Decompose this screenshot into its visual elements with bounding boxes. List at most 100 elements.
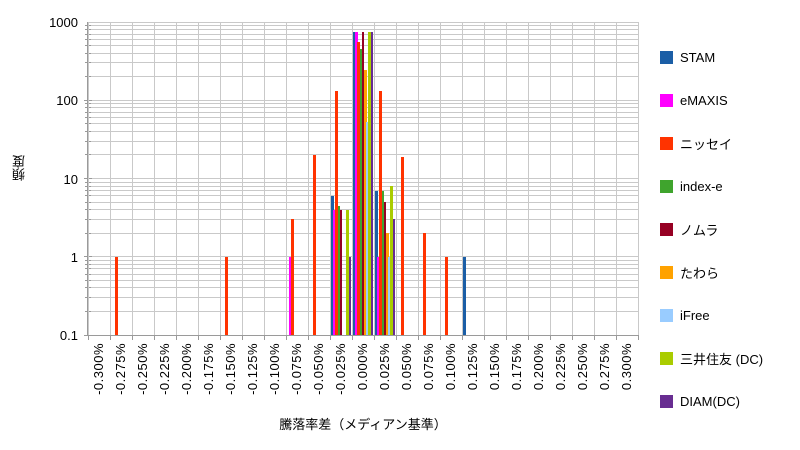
bar-ニッセイ-0.000% <box>357 42 361 335</box>
x-gridline <box>417 22 419 335</box>
x-gridline <box>615 22 617 335</box>
x-tick-label: 0.225% <box>553 343 568 391</box>
x-axis-tick <box>637 335 639 340</box>
y-tick-label: 0.1 <box>59 328 78 343</box>
x-gridline <box>241 22 243 335</box>
legend-item-ニッセイ: ニッセイ <box>660 136 763 152</box>
x-tick-label: -0.025% <box>333 343 348 395</box>
legend-item-たわら: たわら <box>660 265 763 281</box>
x-axis-tick <box>483 335 485 340</box>
bar-STAM-0.125% <box>463 256 466 335</box>
legend-swatch <box>660 266 673 279</box>
x-gridline <box>593 22 595 335</box>
y-tick-label: 10 <box>63 171 78 187</box>
legend-label: ニッセイ <box>680 137 733 152</box>
bar-ニッセイ-0.100% <box>445 256 449 335</box>
x-tick-label: 0.075% <box>421 343 436 391</box>
bar-たわら-0.025% <box>386 233 389 335</box>
legend-swatch <box>660 395 673 408</box>
x-tick-label: -0.250% <box>135 343 150 395</box>
legend-item-iFree: iFree <box>660 308 763 323</box>
bar-ニッセイ--0.025% <box>335 91 339 335</box>
bar-ニッセイ-0.025% <box>379 91 383 335</box>
bar-iFree-0.025% <box>388 256 391 335</box>
x-tick-label: -0.200% <box>179 343 194 395</box>
legend-label: DIAM(DC) <box>680 394 740 409</box>
legend-label: iFree <box>680 308 710 323</box>
y-gridline <box>88 29 638 31</box>
x-tick-label: -0.275% <box>113 343 128 395</box>
y-tick-label: 1 <box>70 249 78 265</box>
legend-item-index-e: index-e <box>660 179 763 194</box>
x-tick-label: 0.275% <box>597 343 612 391</box>
bar-ノムラ--0.025% <box>339 209 343 335</box>
y-gridline <box>88 25 638 27</box>
x-gridline <box>197 22 199 335</box>
bar-ニッセイ--0.150% <box>225 256 229 335</box>
legend-swatch <box>660 352 673 365</box>
legend-label: ノムラ <box>680 223 719 238</box>
x-axis-tick <box>219 335 221 340</box>
x-tick-label: -0.225% <box>157 343 172 395</box>
y-gridline <box>88 21 638 23</box>
x-axis-tick <box>571 335 573 340</box>
x-gridline <box>439 22 441 335</box>
x-axis-tick <box>285 335 287 340</box>
x-tick-label: 0.025% <box>377 343 392 391</box>
bar-eMAXIS-0.025% <box>377 256 380 335</box>
legend-swatch <box>660 223 673 236</box>
y-tick-label: 1000 <box>49 15 78 30</box>
bar-STAM--0.025% <box>331 195 334 335</box>
bar-index-e--0.025% <box>337 205 341 335</box>
x-tick-label: -0.050% <box>311 343 326 395</box>
bar-たわら-0.000% <box>364 70 367 335</box>
bar-eMAXIS-0.000% <box>355 31 358 335</box>
x-gridline <box>571 22 573 335</box>
x-tick-label: 0.175% <box>509 343 524 391</box>
x-gridline <box>285 22 287 335</box>
x-tick-label: 0.150% <box>487 343 502 391</box>
bar-ニッセイ-0.050% <box>401 156 405 335</box>
x-axis-tick <box>417 335 419 340</box>
bar-index-e-0.025% <box>381 190 385 335</box>
x-axis-tick <box>615 335 617 340</box>
legend-item-ノムラ: ノムラ <box>660 222 763 238</box>
x-axis-tick <box>549 335 551 340</box>
x-tick-label: -0.100% <box>267 343 282 395</box>
x-gridline <box>131 22 133 335</box>
x-axis-tick <box>373 335 375 340</box>
bar-ニッセイ--0.075% <box>291 219 295 335</box>
x-gridline <box>637 22 639 335</box>
x-axis-line <box>87 335 638 336</box>
x-axis-tick <box>461 335 463 340</box>
x-tick-label: -0.300% <box>91 343 106 395</box>
bar-eMAXIS--0.075% <box>289 256 292 335</box>
x-axis-tick <box>439 335 441 340</box>
x-axis-tick <box>197 335 199 340</box>
x-tick-label: 0.000% <box>355 343 370 391</box>
bar-iFree-0.000% <box>366 121 369 335</box>
x-tick-label: 0.050% <box>399 343 414 391</box>
legend-label: index-e <box>680 179 723 194</box>
bar-ノムラ-0.025% <box>383 202 387 335</box>
x-axis-tick <box>505 335 507 340</box>
legend-label: STAM <box>680 50 716 65</box>
x-tick-label: -0.075% <box>289 343 304 395</box>
bar-ニッセイ--0.050% <box>313 154 317 335</box>
x-gridline <box>219 22 221 335</box>
bar-index-e-0.000% <box>359 49 363 335</box>
x-gridline <box>175 22 177 335</box>
x-axis-title: 騰落率差（メディアン基準） <box>279 417 447 432</box>
x-gridline <box>505 22 507 335</box>
x-tick-label: 0.100% <box>443 343 458 391</box>
bar-DIAM(DC)--0.025% <box>348 256 352 335</box>
legend-label: eMAXIS <box>680 93 728 108</box>
x-gridline <box>329 22 331 335</box>
x-tick-label: 0.250% <box>575 343 590 391</box>
x-gridline <box>153 22 155 335</box>
x-tick-label: -0.125% <box>245 343 260 395</box>
x-tick-label: -0.175% <box>201 343 216 395</box>
x-tick-label: -0.150% <box>223 343 238 395</box>
x-gridline <box>109 22 111 335</box>
